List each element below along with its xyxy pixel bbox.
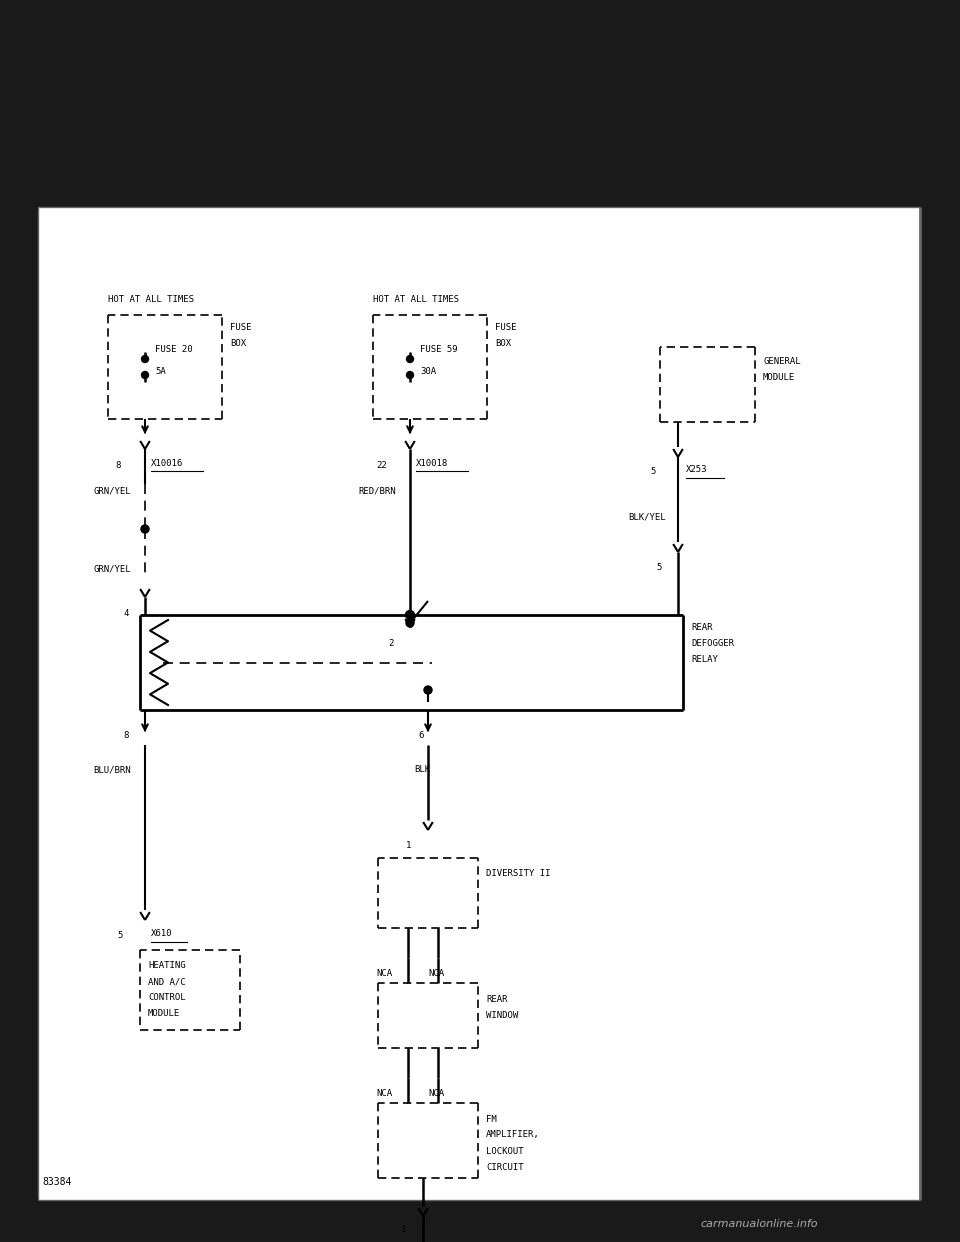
Text: AND A/C: AND A/C <box>148 977 185 986</box>
Circle shape <box>406 619 414 627</box>
Text: HOT AT ALL TIMES: HOT AT ALL TIMES <box>373 296 459 304</box>
Text: 8: 8 <box>115 461 120 469</box>
Text: RELAY: RELAY <box>691 655 718 663</box>
Text: 5A: 5A <box>155 368 166 376</box>
Text: MODULE: MODULE <box>148 1010 180 1018</box>
Text: 5: 5 <box>656 564 661 573</box>
Text: carmanualonline.info: carmanualonline.info <box>700 1218 818 1230</box>
Circle shape <box>141 525 149 533</box>
Circle shape <box>405 611 415 620</box>
Text: REAR: REAR <box>486 995 508 1004</box>
Text: BLU/BRN: BLU/BRN <box>93 765 131 775</box>
Text: 2: 2 <box>388 638 394 647</box>
Text: 83384: 83384 <box>42 1177 71 1187</box>
Text: 1: 1 <box>401 1226 406 1235</box>
Text: HOT AT ALL TIMES: HOT AT ALL TIMES <box>108 296 194 304</box>
Text: FUSE: FUSE <box>230 323 252 332</box>
Text: X253: X253 <box>686 465 708 473</box>
Text: BOX: BOX <box>230 339 246 348</box>
Text: BOX: BOX <box>495 339 511 348</box>
Text: 6: 6 <box>418 730 423 739</box>
Text: AMPLIFIER,: AMPLIFIER, <box>486 1130 540 1139</box>
Text: NCA: NCA <box>428 1089 444 1098</box>
Text: BLK: BLK <box>414 765 430 775</box>
Text: CONTROL: CONTROL <box>148 994 185 1002</box>
Text: 22: 22 <box>376 461 387 469</box>
Text: 1: 1 <box>406 842 412 851</box>
Circle shape <box>141 355 149 363</box>
Circle shape <box>424 686 432 694</box>
Text: DEFOGGER: DEFOGGER <box>691 638 734 647</box>
Text: LOCKOUT: LOCKOUT <box>486 1146 523 1155</box>
Text: FM: FM <box>486 1114 496 1124</box>
Text: 5: 5 <box>650 467 656 476</box>
Text: NCA: NCA <box>376 1089 392 1098</box>
Text: GENERAL: GENERAL <box>763 356 801 365</box>
Text: REAR: REAR <box>691 622 712 631</box>
Text: NCA: NCA <box>428 970 444 979</box>
Text: CIRCUIT: CIRCUIT <box>486 1163 523 1171</box>
Text: FUSE 59: FUSE 59 <box>420 344 458 354</box>
Text: 4: 4 <box>123 609 129 617</box>
Circle shape <box>141 371 149 379</box>
Text: HEATING: HEATING <box>148 961 185 970</box>
Text: FUSE: FUSE <box>495 323 516 332</box>
Text: FUSE 20: FUSE 20 <box>155 344 193 354</box>
Text: 5: 5 <box>117 932 122 940</box>
Text: GRN/YEL: GRN/YEL <box>93 565 131 574</box>
Text: RED/BRN: RED/BRN <box>358 487 396 496</box>
Text: MODULE: MODULE <box>763 373 795 381</box>
Bar <box>38 207 920 1200</box>
Text: GRN/YEL: GRN/YEL <box>93 487 131 496</box>
Circle shape <box>406 355 414 363</box>
Text: X610: X610 <box>151 929 173 939</box>
Text: DIVERSITY II: DIVERSITY II <box>486 869 550 878</box>
Text: BLK/YEL: BLK/YEL <box>628 513 665 522</box>
Text: WINDOW: WINDOW <box>486 1011 518 1020</box>
Text: 8: 8 <box>123 730 129 739</box>
Circle shape <box>406 371 414 379</box>
Text: X10016: X10016 <box>151 458 183 467</box>
Text: 30A: 30A <box>420 368 436 376</box>
Text: NCA: NCA <box>376 970 392 979</box>
Text: X10018: X10018 <box>416 458 448 467</box>
